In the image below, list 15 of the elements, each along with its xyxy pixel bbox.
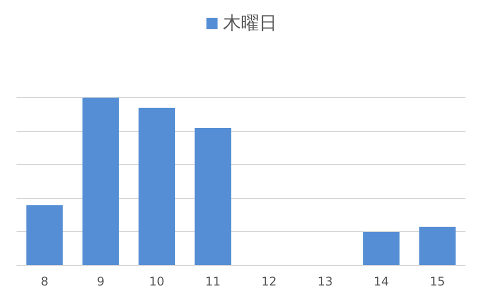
legend-label: 木曜日 bbox=[223, 12, 277, 35]
x-tick-label: 15 bbox=[430, 274, 446, 288]
bar bbox=[26, 205, 63, 266]
bar bbox=[194, 128, 232, 266]
bar bbox=[138, 108, 176, 266]
x-tick-label: 10 bbox=[149, 274, 164, 288]
bar bbox=[419, 226, 456, 266]
x-tick-label: 9 bbox=[96, 274, 105, 288]
x-tick-label: 11 bbox=[205, 274, 221, 288]
bar bbox=[363, 232, 400, 266]
x-tick-label: 14 bbox=[374, 274, 389, 288]
x-tick-label: 13 bbox=[318, 274, 333, 288]
x-tick-label: 8 bbox=[40, 274, 48, 288]
bar bbox=[82, 98, 119, 266]
x-tick-label: 12 bbox=[261, 274, 277, 288]
